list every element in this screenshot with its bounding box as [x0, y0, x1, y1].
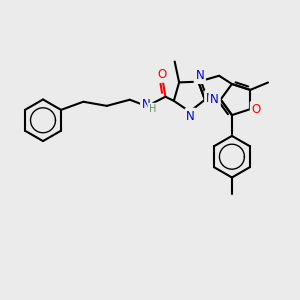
Text: O: O [158, 68, 167, 81]
Text: H: H [149, 104, 156, 114]
Text: N: N [210, 93, 219, 106]
Text: N: N [206, 92, 214, 105]
Text: N: N [186, 110, 195, 123]
Text: N: N [142, 98, 151, 111]
Text: O: O [251, 103, 261, 116]
Text: N: N [195, 69, 204, 82]
